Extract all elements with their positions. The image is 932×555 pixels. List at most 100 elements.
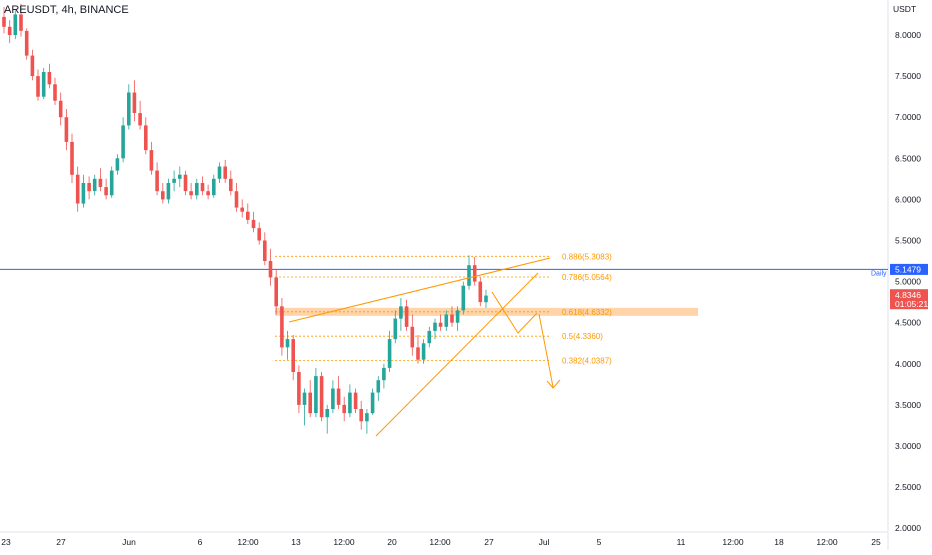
candle-body: [353, 392, 358, 409]
candle-body: [195, 183, 199, 196]
candle-body: [36, 76, 40, 97]
candle-body: [268, 261, 273, 278]
candle-body: [274, 277, 278, 307]
candle-body: [342, 404, 346, 414]
candle-body: [234, 191, 239, 208]
candle-body: [178, 174, 182, 179]
candle-body: [19, 14, 23, 31]
price-tick-label: 4.0000: [895, 359, 921, 369]
candle-body: [455, 310, 460, 323]
candle-body: [433, 322, 437, 331]
time-tick-label: 11: [677, 537, 686, 547]
candle-body: [280, 306, 284, 348]
candle-body: [285, 339, 290, 348]
order-zone-rect[interactable]: [275, 307, 698, 316]
candle-body: [399, 306, 403, 319]
wedge-lower-line[interactable]: [375, 272, 539, 437]
candle-body: [206, 191, 210, 196]
price-tick-label: 4.5000: [895, 318, 921, 328]
candle-body: [81, 183, 86, 204]
candle-body: [104, 187, 108, 196]
candle-body: [41, 72, 46, 97]
candle-body: [13, 14, 18, 35]
candle-body: [87, 183, 91, 192]
candle-body: [149, 150, 154, 171]
candle-body: [444, 314, 449, 327]
candle-body: [314, 376, 318, 414]
candle-body: [200, 183, 205, 192]
candle-body: [387, 339, 392, 368]
bar-countdown-label: 01:05:21: [895, 299, 928, 309]
candle-body: [263, 240, 267, 261]
time-tick-label: 18: [774, 537, 784, 547]
price-axis[interactable]: 8.0000 7.5000 7.0000 6.5000 6.0000 5.5000 5.00…: [895, 30, 921, 533]
candle-body: [450, 314, 454, 323]
candle-body: [336, 388, 341, 405]
candle-body: [155, 170, 159, 192]
time-tick-label: 12:00: [333, 537, 355, 547]
price-tick-label: 3.5000: [895, 400, 921, 410]
candle-body: [189, 191, 193, 196]
drawings[interactable]: [288, 257, 561, 437]
candle-body: [438, 322, 443, 327]
candle-body: [92, 178, 97, 192]
candle-body: [183, 174, 188, 192]
price-tick-label: 8.0000: [895, 30, 921, 40]
daily-price-tag: [890, 263, 928, 275]
time-tick-label: 12:00: [722, 537, 744, 547]
candle-body: [166, 183, 171, 200]
projection-arrowhead: [546, 379, 561, 389]
time-tick-label: 5: [597, 537, 602, 547]
candle-body: [217, 166, 222, 179]
candle-body: [223, 166, 227, 179]
candle-body: [251, 219, 256, 229]
candle-body: [75, 174, 80, 204]
candle-body: [308, 392, 312, 414]
candle-body: [393, 318, 398, 340]
candle-body: [246, 211, 250, 220]
candle-body: [53, 84, 57, 101]
candle-body: [461, 285, 466, 311]
candle-body: [229, 178, 233, 192]
candle-body: [325, 409, 329, 418]
time-tick-label: Jul: [539, 537, 550, 547]
candle-body: [427, 330, 432, 344]
price-axis-currency: USDT: [893, 4, 916, 14]
candle-body: [109, 170, 114, 196]
candle-body: [370, 392, 375, 414]
candle-body: [98, 178, 103, 187]
price-tick-label: 5.0000: [895, 277, 921, 287]
candle-body: [161, 191, 165, 200]
projection-path-1[interactable]: [491, 291, 538, 334]
symbol-title: AREUSDT, 4h, BINANCE: [4, 4, 129, 16]
daily-price-tag-label: 5.1479: [895, 264, 921, 274]
wedge-upper-line[interactable]: [288, 257, 551, 323]
candle-body: [319, 376, 324, 418]
candle-body: [2, 16, 6, 27]
candle-body: [70, 141, 74, 175]
price-tick-label: 6.5000: [895, 153, 921, 163]
price-tick-label: 7.5000: [895, 71, 921, 81]
time-tick-label: Jun: [122, 537, 136, 547]
candle-body: [410, 326, 415, 348]
time-tick-label: 12:00: [429, 537, 451, 547]
candle-body: [138, 113, 142, 126]
projection-path-2[interactable]: [538, 313, 554, 388]
time-tick-label: 12:00: [237, 537, 259, 547]
price-tick-label: 2.0000: [895, 523, 921, 533]
candle-body: [144, 125, 148, 151]
candle-body: [297, 372, 301, 405]
candle-body: [302, 392, 307, 405]
candle-body: [376, 380, 381, 393]
fib-level-label: 0.618(4.6332): [562, 308, 612, 317]
last-price-tag: [890, 289, 928, 310]
candle-body: [404, 306, 409, 327]
price-tick-label: 6.0000: [895, 194, 921, 204]
time-axis[interactable]: 23 27 Jun 6 12:00 13 12:00 20 12:00 27 Jul 5 11 12:00…: [1, 537, 881, 547]
candle-body: [24, 30, 29, 56]
daily-line-label: Daily: [871, 270, 887, 277]
time-tick-label: 25: [871, 537, 881, 547]
candle-body: [240, 207, 244, 212]
